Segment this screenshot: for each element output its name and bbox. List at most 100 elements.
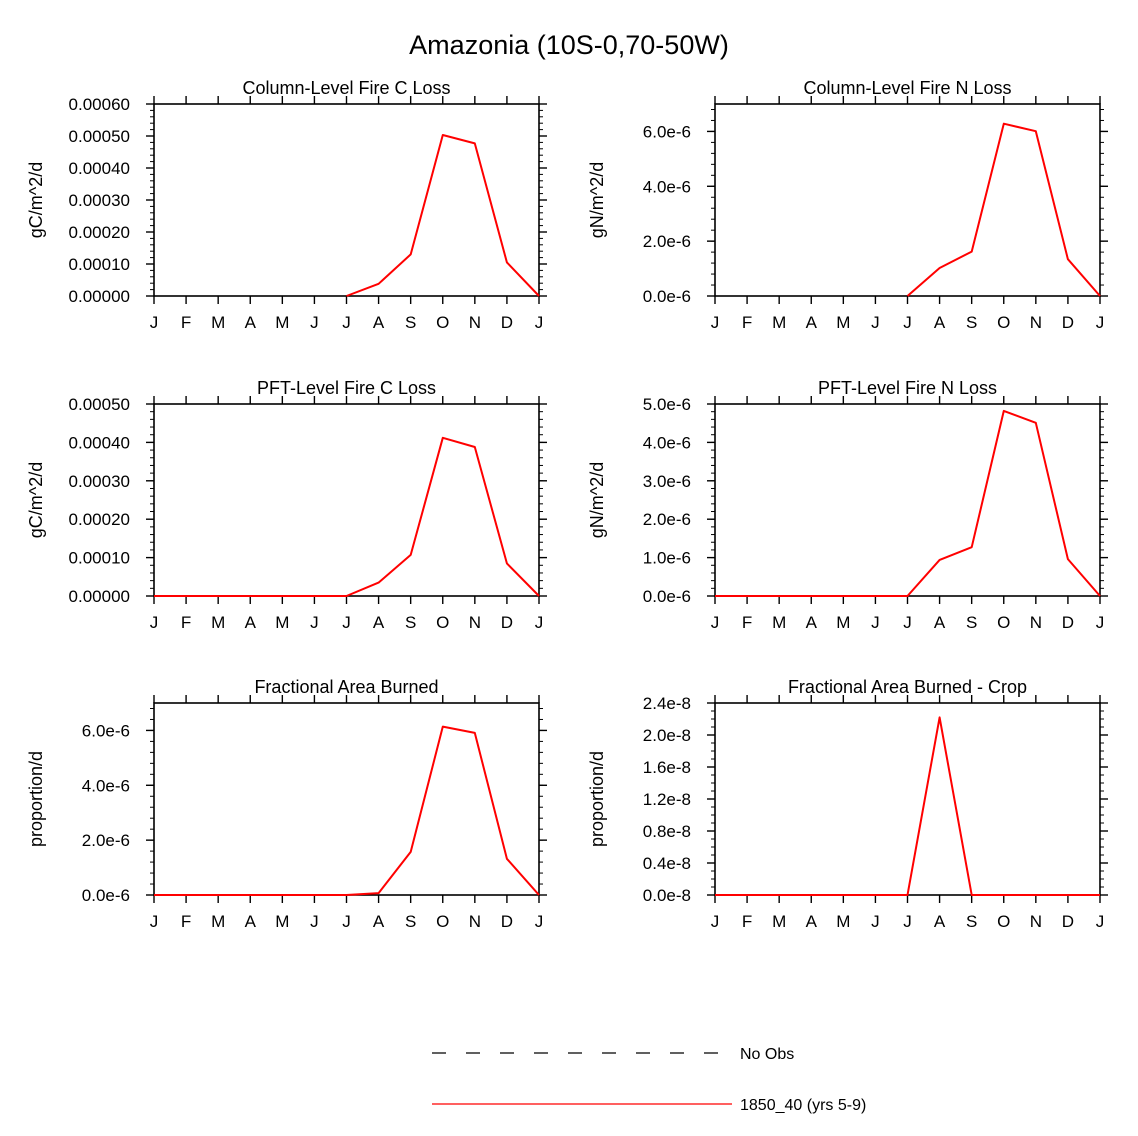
plot-frame xyxy=(153,403,540,597)
y-axis-label: gC/m^2/d xyxy=(26,462,46,538)
x-tick-label: J xyxy=(535,613,544,632)
y-tick-label: 6.0e-6 xyxy=(643,122,691,141)
series-line xyxy=(715,716,1100,896)
figure-title: Amazonia (10S-0,70-50W) xyxy=(409,30,729,60)
y-tick-label: 0.00040 xyxy=(69,159,130,178)
panel-title: PFT-Level Fire N Loss xyxy=(818,378,997,398)
x-tick-label: A xyxy=(373,912,385,931)
x-tick-label: J xyxy=(342,313,351,332)
y-axis-label: gN/m^2/d xyxy=(587,162,607,238)
x-tick-label: A xyxy=(373,613,385,632)
x-tick-label: M xyxy=(275,912,289,931)
x-tick-label: O xyxy=(436,912,449,931)
x-tick-label: M xyxy=(772,613,786,632)
y-axis-label: gC/m^2/d xyxy=(26,162,46,238)
x-tick-label: N xyxy=(1030,912,1042,931)
x-tick-label: F xyxy=(742,613,752,632)
series-line xyxy=(346,134,540,297)
x-tick-label: D xyxy=(1062,912,1074,931)
y-tick-label: 3.0e-6 xyxy=(643,472,691,491)
x-tick-label: D xyxy=(1062,313,1074,332)
x-tick-label: M xyxy=(836,912,850,931)
x-tick-label: J xyxy=(903,613,912,632)
x-tick-label: F xyxy=(742,912,752,931)
y-tick-label: 0.0e-8 xyxy=(643,886,691,905)
chart-panel-1: J F M A M J J A S O N D J0.000000.000100.000200.0003… xyxy=(26,78,547,332)
x-tick-label: A xyxy=(245,912,257,931)
x-tick-label: D xyxy=(501,912,513,931)
plot-frame xyxy=(153,702,540,896)
y-axis-label: gN/m^2/d xyxy=(587,462,607,538)
x-tick-label: D xyxy=(1062,613,1074,632)
series-line xyxy=(154,725,540,896)
y-tick-label: 4.0e-6 xyxy=(82,776,130,795)
x-tick-label: N xyxy=(469,613,481,632)
x-tick-label: M xyxy=(275,313,289,332)
series-line xyxy=(715,409,1101,597)
x-tick-label: J xyxy=(150,912,159,931)
y-tick-label: 0.0e-6 xyxy=(643,287,691,306)
x-tick-label: S xyxy=(966,912,977,931)
x-tick-label: J xyxy=(711,313,720,332)
y-tick-label: 1.0e-6 xyxy=(643,549,691,568)
x-tick-label: A xyxy=(806,313,818,332)
x-tick-label: J xyxy=(310,313,319,332)
x-tick-label: S xyxy=(405,613,416,632)
x-tick-label: S xyxy=(405,313,416,332)
x-tick-label: M xyxy=(211,613,225,632)
x-tick-label: J xyxy=(150,313,159,332)
x-tick-label: O xyxy=(436,313,449,332)
y-tick-label: 0.00050 xyxy=(69,127,130,146)
x-tick-label: A xyxy=(373,313,385,332)
x-tick-label: O xyxy=(997,613,1010,632)
y-axis-label: proportion/d xyxy=(587,751,607,847)
y-axis-label: proportion/d xyxy=(26,751,46,847)
y-tick-label: 0.00020 xyxy=(69,510,130,529)
panel-title: Column-Level Fire N Loss xyxy=(803,78,1011,98)
y-tick-label: 2.0e-6 xyxy=(643,232,691,251)
y-tick-label: 0.0e-6 xyxy=(82,886,130,905)
x-tick-label: O xyxy=(997,912,1010,931)
x-tick-label: N xyxy=(469,313,481,332)
x-tick-label: S xyxy=(405,912,416,931)
x-tick-label: N xyxy=(1030,313,1042,332)
x-tick-label: M xyxy=(211,912,225,931)
y-tick-label: 0.00010 xyxy=(69,549,130,568)
x-tick-label: D xyxy=(501,313,513,332)
x-tick-label: J xyxy=(1096,613,1105,632)
x-tick-label: F xyxy=(181,613,191,632)
y-tick-label: 0.00040 xyxy=(69,433,130,452)
y-tick-label: 1.6e-8 xyxy=(643,758,691,777)
y-tick-label: 6.0e-6 xyxy=(82,721,130,740)
chart-panel-2: J F M A M J J A S O N D J0.0e-62.0e-64.0e-66.0e-6Col… xyxy=(587,78,1108,332)
x-tick-label: A xyxy=(934,613,946,632)
x-tick-label: J xyxy=(903,912,912,931)
x-tick-label: A xyxy=(245,613,257,632)
x-tick-label: O xyxy=(436,613,449,632)
y-tick-label: 1.2e-8 xyxy=(643,790,691,809)
x-tick-label: M xyxy=(275,613,289,632)
x-tick-label: J xyxy=(871,313,880,332)
panel-title: Fractional Area Burned - Crop xyxy=(788,677,1027,697)
x-tick-label: J xyxy=(150,613,159,632)
x-tick-label: O xyxy=(997,313,1010,332)
y-tick-label: 2.0e-6 xyxy=(82,831,130,850)
x-tick-label: J xyxy=(310,912,319,931)
y-tick-label: 0.00060 xyxy=(69,95,130,114)
legend-obs-label: No Obs xyxy=(740,1046,794,1063)
chart-panel-3: J F M A M J J A S O N D J0.000000.000100.000200.0003… xyxy=(26,378,547,632)
panels: J F M A M J J A S O N D J0.000000.000100.000200.0003… xyxy=(26,78,1108,931)
x-tick-label: J xyxy=(342,912,351,931)
legend: No Obs 1850_40 (yrs 5-9) xyxy=(432,1046,866,1114)
x-tick-label: J xyxy=(903,313,912,332)
y-tick-label: 5.0e-6 xyxy=(643,395,691,414)
chart-panel-5: J F M A M J J A S O N D J0.0e-62.0e-64.0e-66.0e-6Fra… xyxy=(26,677,547,931)
x-tick-label: J xyxy=(711,613,720,632)
x-tick-label: M xyxy=(772,313,786,332)
x-tick-label: A xyxy=(934,313,946,332)
plot-frame xyxy=(714,403,1101,597)
x-tick-label: M xyxy=(836,613,850,632)
legend-series-label: 1850_40 (yrs 5-9) xyxy=(740,1097,866,1114)
y-tick-label: 0.00020 xyxy=(69,223,130,242)
